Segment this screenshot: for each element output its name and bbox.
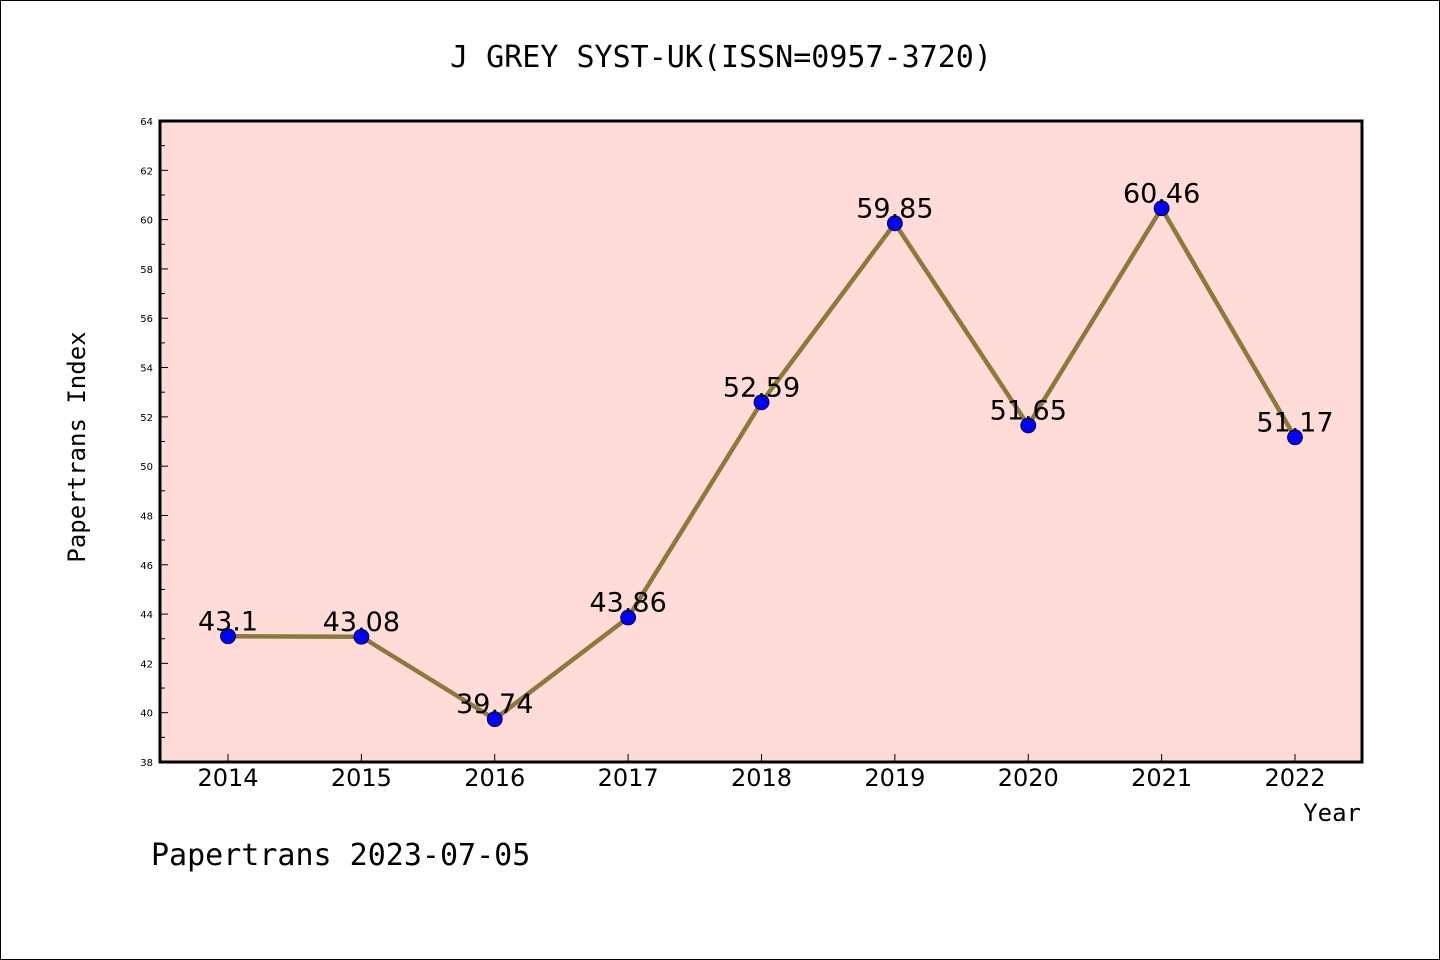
y-tick-label: 60 [140, 216, 153, 227]
y-axis-label: Papertrans Index [63, 331, 91, 562]
data-label: 51.17 [1256, 407, 1333, 438]
x-tick-label: 2014 [197, 764, 258, 792]
data-label: 60.46 [1123, 178, 1200, 209]
x-tick-label: 2017 [598, 764, 659, 792]
y-tick-label: 50 [140, 462, 153, 473]
x-tick-label: 2019 [864, 764, 925, 792]
y-tick-label: 64 [140, 117, 153, 128]
x-tick-label: 2016 [464, 764, 525, 792]
data-label: 43.08 [323, 607, 400, 638]
y-tick-label: 52 [140, 413, 153, 424]
y-tick-label: 54 [140, 364, 153, 375]
data-point [1153, 200, 1170, 217]
x-axis-label: Year [1303, 799, 1361, 827]
x-tick-label: 2015 [331, 764, 392, 792]
x-tick-label: 2020 [998, 764, 1059, 792]
series-line [220, 200, 1303, 728]
y-tick-label: 42 [140, 659, 153, 670]
y-tick-label: 40 [140, 709, 153, 720]
data-point [753, 394, 770, 411]
y-tick-label: 44 [140, 610, 153, 621]
footer-text: Papertrans 2023-07-05 [151, 838, 530, 873]
y-axis-ticks: 38 40 42 44 46 48 50 52 54 56 58 60 62 64 [140, 117, 168, 769]
x-tick-label: 2022 [1264, 764, 1325, 792]
data-label: 43.1 [198, 606, 258, 637]
data-label: 51.65 [990, 395, 1067, 426]
data-label: 43.86 [589, 588, 666, 619]
y-tick-label: 58 [140, 265, 153, 276]
x-axis-ticks: 2014 2015 2016 2017 2018 2019 2020 2021 2022 [197, 754, 1326, 792]
data-point [1287, 429, 1303, 446]
data-label: 39.74 [456, 689, 533, 720]
data-point [620, 609, 637, 626]
data-label: 52.59 [723, 372, 800, 403]
data-point [886, 215, 903, 232]
data-point [1020, 417, 1037, 434]
y-tick-label: 48 [140, 511, 153, 522]
x-tick-label: 2018 [731, 764, 792, 792]
y-tick-label: 38 [140, 758, 153, 769]
data-point [353, 628, 370, 645]
chart-title: J GREY SYST-UK(ISSN=0957-3720) [450, 40, 992, 75]
x-tick-label: 2021 [1131, 764, 1192, 792]
y-tick-label: 46 [140, 561, 153, 572]
data-point [486, 711, 503, 728]
y-tick-label: 56 [140, 314, 153, 325]
data-label: 59.85 [856, 193, 933, 224]
y-tick-label: 62 [140, 166, 153, 177]
plot-area [158, 119, 1364, 764]
data-labels: 43.1 43.08 39.74 43.86 52.59 59.85 51.65 60.46 5… [198, 178, 1334, 720]
data-point [220, 628, 236, 645]
